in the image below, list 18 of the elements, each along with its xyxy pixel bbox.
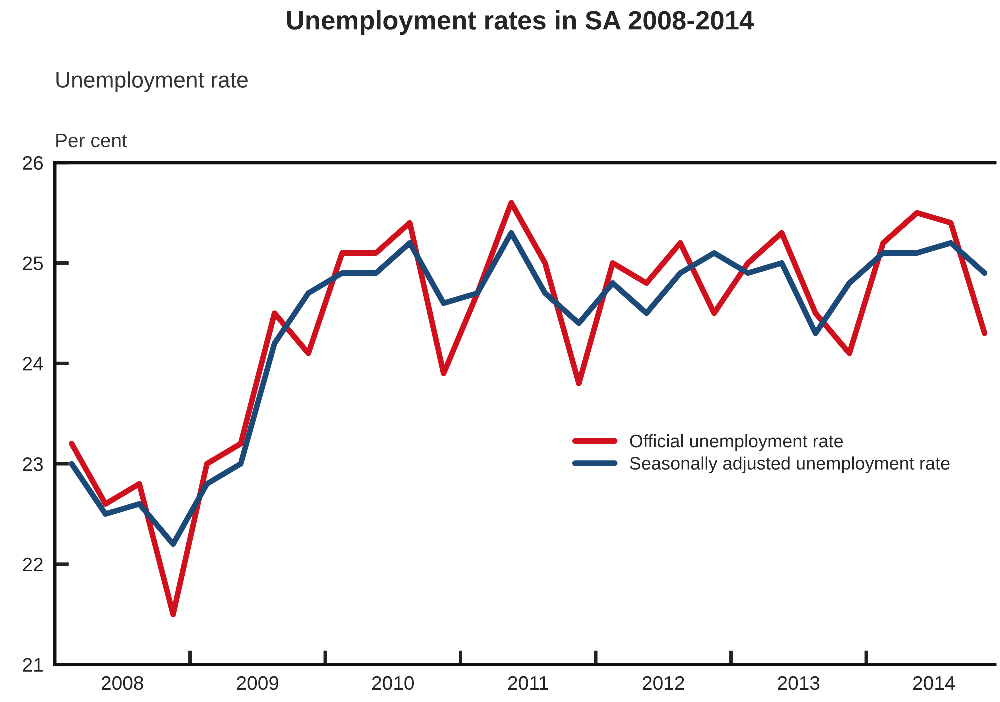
y-tick-label: 26 <box>23 156 44 170</box>
chart-title: Unemployment rates in SA 2008-2014 <box>287 10 754 36</box>
legend-label: Seasonally adjusted unemployment rate <box>630 456 950 474</box>
x-tick-label: 2013 <box>778 676 820 690</box>
x-tick-label: 2014 <box>913 676 956 690</box>
y-tick-label: 24 <box>23 357 44 371</box>
x-tick-label: 2011 <box>508 676 548 690</box>
legend-label: Official unemployment rate <box>630 434 844 452</box>
y-tick-label: 23 <box>23 457 44 472</box>
x-tick-label: 2009 <box>237 676 279 690</box>
x-tick-label: 2012 <box>642 676 684 690</box>
y-tick-label: 22 <box>23 558 43 572</box>
y-tick-label: 21 <box>23 658 43 672</box>
x-tick-label: 2008 <box>102 676 144 690</box>
x-tick-label: 2010 <box>372 676 414 690</box>
chart-subtitle: Unemployment rate <box>56 72 248 92</box>
y-tick-label: 25 <box>23 256 44 270</box>
y-axis-title: Per cent <box>56 134 128 148</box>
